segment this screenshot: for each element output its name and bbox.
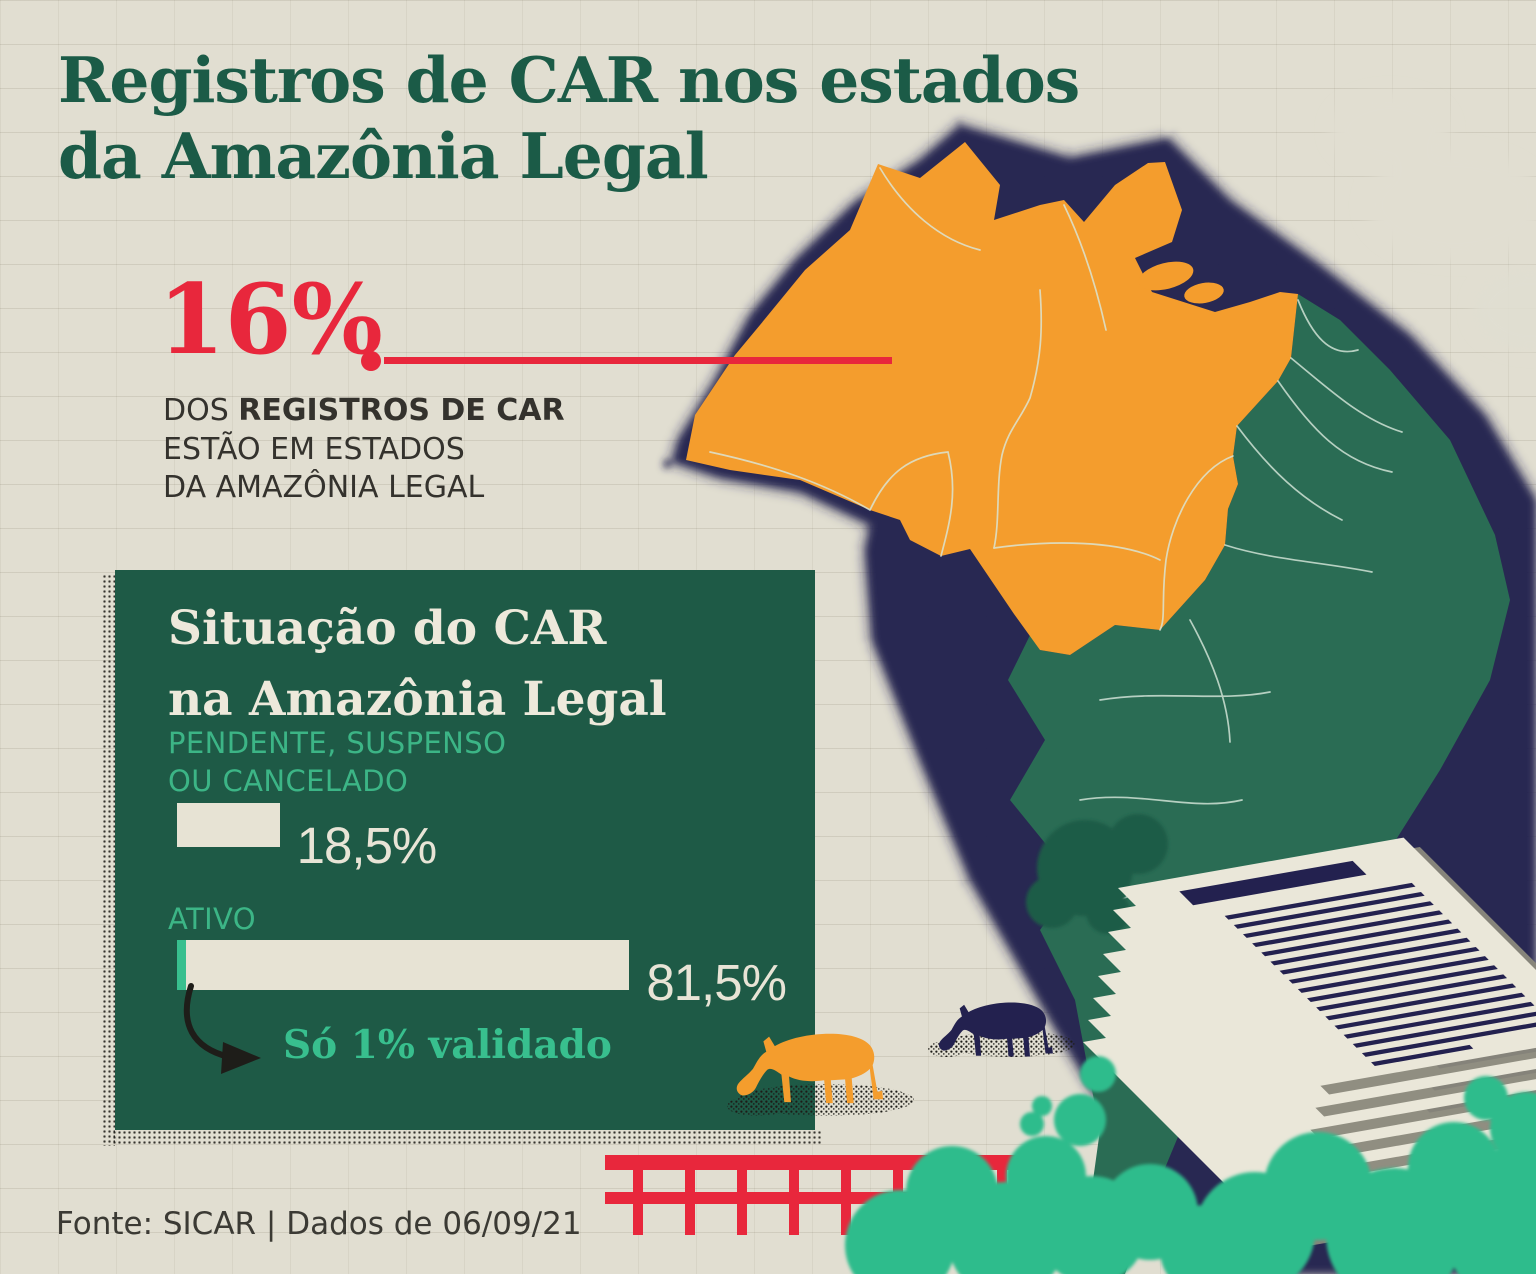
paper-grain-spray <box>1330 92 1536 352</box>
panel-title-line2: na Amazônia Legal <box>168 671 667 727</box>
stat-desc-bold: REGISTROS DE CAR <box>238 393 565 428</box>
stat-desc-line3: DA AMAZÔNIA LEGAL <box>163 470 485 506</box>
red-connector-dot <box>361 351 381 371</box>
car-status-panel: Situação do CAR na Amazônia Legal PENDEN… <box>102 570 821 1146</box>
leaf-blob <box>1026 814 1168 934</box>
panel-title: Situação do CAR na Amazônia Legal <box>168 594 768 735</box>
validation-arrow-icon <box>183 983 261 1074</box>
stat-desc-prefix: DOS <box>163 393 239 428</box>
bar-pendente <box>177 803 280 847</box>
page-title: Registros de CAR nos estados da Amazônia… <box>58 42 1158 194</box>
bar-ativo <box>177 940 630 990</box>
bar-value-ativo: 81,5% <box>646 954 787 1011</box>
bar-label-pendente-line2: OU CANCELADO <box>168 763 409 798</box>
source-note: Fonte: SICAR | Dados de 06/09/21 <box>56 1206 582 1242</box>
stat-description: DOS REGISTROS DE CAR ESTÃO EM ESTADOS DA… <box>163 392 565 508</box>
bar-label-ativo: ATIVO <box>168 902 257 936</box>
stat-value: 16% <box>158 263 383 376</box>
validation-note: Só 1% validado <box>283 1022 612 1068</box>
title-line-1: Registros de CAR nos estados <box>58 43 1080 117</box>
bar-label-pendente: PENDENTE, SUSPENSO OU CANCELADO <box>168 725 506 801</box>
red-connector-line <box>384 357 892 364</box>
title-line-2: da Amazônia Legal <box>58 119 709 194</box>
stat-desc-line2: ESTÃO EM ESTADOS <box>163 431 465 467</box>
map-state-borders <box>709 167 1403 901</box>
map-amazon-region-shape <box>686 142 1298 655</box>
panel-title-line1: Situação do CAR <box>168 601 607 656</box>
bar-label-pendente-line1: PENDENTE, SUSPENSO <box>168 726 507 760</box>
bar-ativo-validated-segment <box>177 940 186 990</box>
bar-value-pendente: 18,5% <box>296 817 438 874</box>
trees-icon <box>845 1056 1536 1274</box>
bar-row-pendente: 18,5% <box>177 803 437 874</box>
bar-row-ativo: 81,5% <box>177 940 787 1011</box>
